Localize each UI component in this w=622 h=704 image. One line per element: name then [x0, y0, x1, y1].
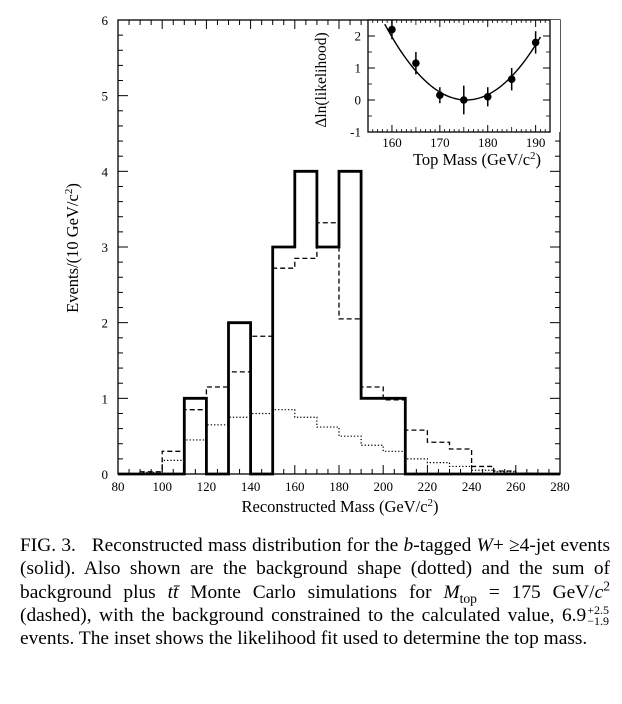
inset-data-point: [507, 75, 516, 83]
x-tick-label: 120: [197, 479, 217, 494]
x-tick-label: 240: [462, 479, 482, 494]
inset-y-tick-label: 1: [355, 61, 362, 76]
caption-label: FIG. 3.: [20, 535, 76, 556]
x-tick-label: 200: [373, 479, 393, 494]
inset-x-axis-label: Top Mass (GeV/c2): [413, 150, 541, 169]
x-tick-label: 260: [506, 479, 526, 494]
caption-text: FIG. 3. Reconstructed mass distribution …: [20, 535, 611, 650]
inset-data-point: [531, 38, 540, 47]
x-tick-label: 220: [418, 479, 438, 494]
figure: 80 100 120 140 160 180 200 220 240 260 280 0123456…: [63, 13, 570, 516]
inset-y-tick-label: 2: [355, 29, 362, 44]
inset-x-tick-label: 170: [430, 135, 450, 150]
y-tick-label: 3: [102, 240, 109, 255]
inset-points: [388, 20, 540, 115]
main-y-tick-labels: 0 1 2 3 4 5 6: [102, 13, 109, 482]
main-x-tick-labels: 80 100 120 140 160 180 200 220 240 260 280: [112, 479, 570, 494]
inset-y-tick-labels: -1 0 1 2: [350, 29, 361, 140]
series-solid-histogram: [118, 169, 560, 476]
y-tick-label: 5: [102, 89, 109, 104]
inset-data-point: [483, 93, 492, 101]
inset-background: [368, 20, 560, 132]
x-tick-label: 180: [329, 479, 349, 494]
y-tick-label: 6: [102, 13, 109, 28]
main-histogram: 80 100 120 140 160 180 200 220 240 260 280 0123456…: [63, 13, 570, 516]
inset-x-tick-label: 180: [478, 135, 498, 150]
x-tick-label: 100: [152, 479, 172, 494]
series-dashed-histogram: [118, 222, 560, 475]
inset-data-point: [412, 59, 420, 67]
series-dotted-histogram: [118, 409, 560, 475]
inset-y-tick-label: 0: [355, 93, 362, 108]
main-x-axis-label: Reconstructed Mass (GeV/c2): [241, 497, 438, 516]
inset-data-point: [436, 91, 444, 99]
inset-x-tick-label: 190: [526, 135, 546, 150]
x-tick-label: 280: [550, 479, 570, 494]
x-tick-label: 80: [112, 479, 125, 494]
figure-caption: FIG. 3. Reconstructed mass distribution …: [20, 534, 610, 651]
y-tick-label: 2: [102, 316, 109, 331]
main-y-axis-label: Events/(10 GeV/c2): [63, 183, 82, 313]
inset-x-tick-label: 160: [382, 135, 402, 150]
main-series: [118, 169, 560, 476]
inset-y-tick-label: -1: [350, 125, 361, 140]
inset-likelihood-plot: 160 170 180 190 -1 0 1 2 Top Mass (GeV/c2) Δln…: [313, 19, 560, 169]
inset-x-tick-labels: 160 170 180 190: [382, 135, 545, 150]
y-tick-label: 1: [102, 391, 109, 406]
inset-y-axis-label: Δln(likelihood): [313, 32, 330, 127]
inset-data-point: [459, 96, 468, 104]
x-tick-label: 160: [285, 479, 305, 494]
x-tick-label: 140: [241, 479, 261, 494]
inset-ticks: [367, 19, 551, 133]
y-tick-label: 0: [102, 467, 109, 482]
inset-data-point: [388, 25, 396, 34]
y-tick-label: 4: [102, 164, 109, 179]
